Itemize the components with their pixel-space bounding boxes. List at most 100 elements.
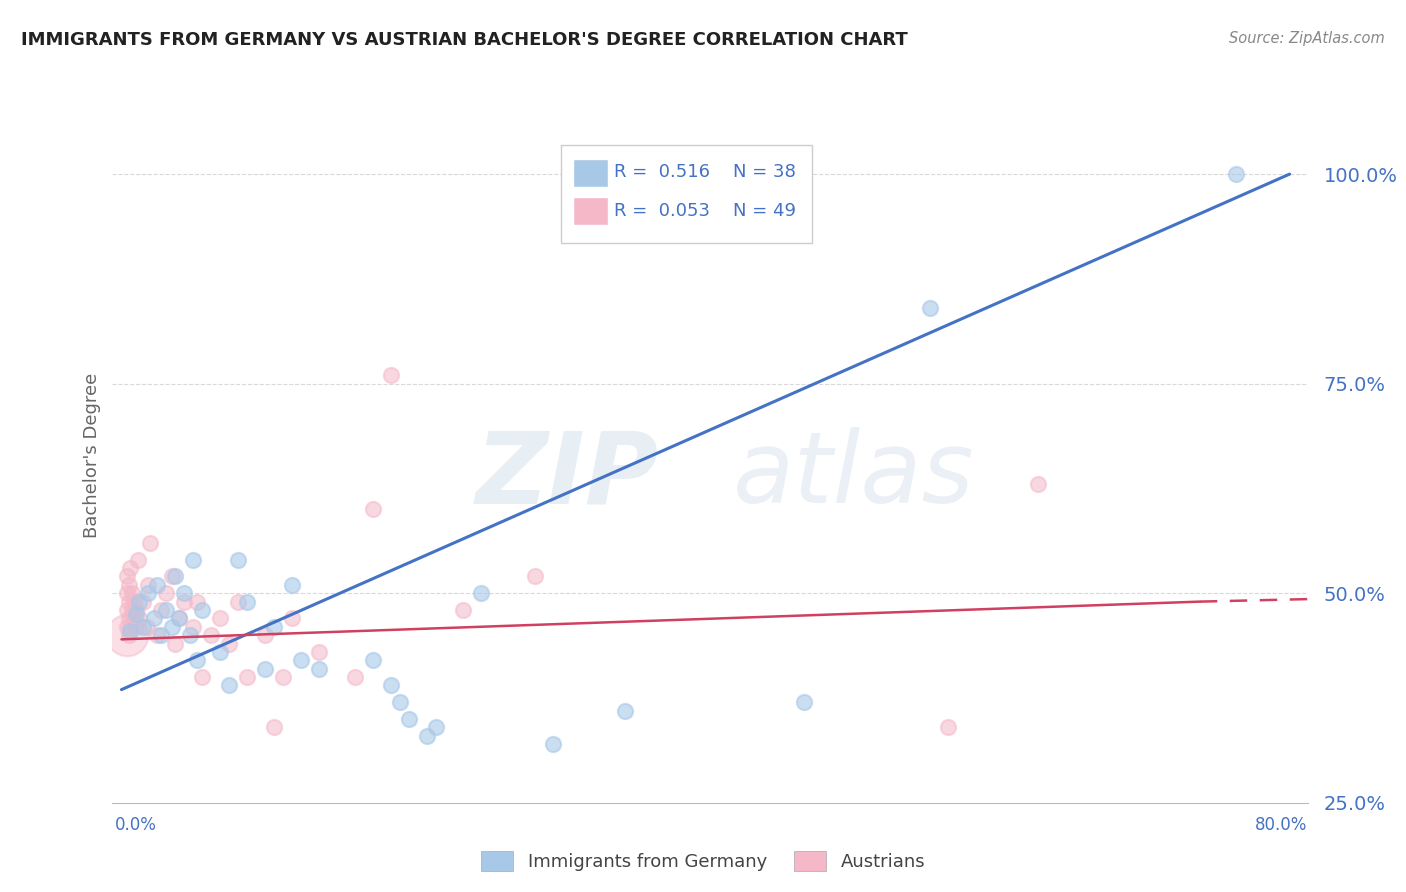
Text: 80.0%: 80.0% bbox=[1256, 816, 1308, 834]
Point bbox=[167, 611, 190, 625]
Point bbox=[118, 578, 141, 592]
Point bbox=[920, 301, 942, 316]
Text: ZIP: ZIP bbox=[475, 427, 658, 524]
Point bbox=[218, 678, 240, 692]
Point bbox=[125, 620, 148, 634]
Point bbox=[120, 561, 142, 575]
Point bbox=[179, 628, 201, 642]
Point bbox=[308, 662, 330, 676]
Point bbox=[155, 603, 177, 617]
Point bbox=[425, 720, 447, 734]
Point bbox=[470, 586, 492, 600]
Point bbox=[191, 670, 214, 684]
Point bbox=[165, 569, 187, 583]
Point bbox=[416, 729, 439, 743]
Point bbox=[191, 603, 214, 617]
Point bbox=[132, 620, 155, 634]
Point bbox=[281, 578, 304, 592]
Point bbox=[183, 552, 205, 566]
Point bbox=[1225, 167, 1247, 181]
Point bbox=[173, 594, 195, 608]
Text: Source: ZipAtlas.com: Source: ZipAtlas.com bbox=[1229, 31, 1385, 46]
Point bbox=[115, 620, 138, 634]
FancyBboxPatch shape bbox=[561, 145, 811, 243]
Point bbox=[146, 578, 169, 592]
Text: 0.0%: 0.0% bbox=[115, 816, 157, 834]
Point bbox=[118, 628, 141, 642]
Point bbox=[118, 611, 141, 625]
Point bbox=[155, 586, 177, 600]
Point bbox=[121, 586, 143, 600]
Point bbox=[344, 670, 367, 684]
Point bbox=[263, 620, 285, 634]
Point bbox=[165, 636, 187, 650]
Point bbox=[613, 704, 636, 718]
Point bbox=[380, 678, 402, 692]
Point bbox=[138, 578, 160, 592]
Bar bbox=[572, 197, 609, 226]
Point bbox=[209, 611, 232, 625]
Point bbox=[128, 594, 150, 608]
Point bbox=[523, 569, 546, 583]
Point bbox=[793, 695, 815, 709]
Point bbox=[160, 620, 183, 634]
Point bbox=[380, 368, 402, 383]
Point bbox=[186, 594, 208, 608]
Point bbox=[167, 611, 190, 625]
Point bbox=[186, 653, 208, 667]
Point bbox=[541, 737, 564, 751]
Point bbox=[183, 620, 205, 634]
Point bbox=[281, 611, 304, 625]
Point bbox=[173, 586, 195, 600]
Point bbox=[1026, 477, 1049, 491]
Text: R =  0.053    N = 49: R = 0.053 N = 49 bbox=[614, 202, 796, 220]
Point bbox=[218, 636, 240, 650]
Point bbox=[115, 603, 138, 617]
Text: IMMIGRANTS FROM GERMANY VS AUSTRIAN BACHELOR'S DEGREE CORRELATION CHART: IMMIGRANTS FROM GERMANY VS AUSTRIAN BACH… bbox=[21, 31, 908, 49]
Point bbox=[121, 603, 143, 617]
Point bbox=[115, 586, 138, 600]
Point bbox=[122, 611, 145, 625]
Point bbox=[139, 536, 162, 550]
Point bbox=[200, 628, 222, 642]
Legend: Immigrants from Germany, Austrians: Immigrants from Germany, Austrians bbox=[474, 844, 932, 879]
Point bbox=[398, 712, 420, 726]
Point bbox=[361, 502, 384, 516]
Point bbox=[142, 611, 165, 625]
Point bbox=[226, 552, 249, 566]
Point bbox=[138, 586, 160, 600]
Point bbox=[115, 628, 138, 642]
Point bbox=[120, 624, 142, 638]
Point bbox=[271, 670, 294, 684]
Point bbox=[209, 645, 232, 659]
Point bbox=[308, 645, 330, 659]
Point bbox=[127, 552, 149, 566]
Point bbox=[146, 628, 169, 642]
Point bbox=[135, 620, 157, 634]
Bar bbox=[572, 159, 609, 187]
Point bbox=[936, 720, 959, 734]
Point bbox=[361, 653, 384, 667]
Point bbox=[118, 594, 141, 608]
Point bbox=[236, 670, 259, 684]
Point bbox=[451, 603, 474, 617]
Text: R =  0.516    N = 38: R = 0.516 N = 38 bbox=[614, 163, 796, 181]
Point bbox=[263, 720, 285, 734]
Point bbox=[290, 653, 312, 667]
Point bbox=[254, 628, 277, 642]
Point bbox=[122, 594, 145, 608]
Point bbox=[160, 569, 183, 583]
Point bbox=[120, 620, 142, 634]
Point bbox=[115, 569, 138, 583]
Point bbox=[132, 594, 155, 608]
Point bbox=[150, 628, 173, 642]
Point bbox=[150, 603, 173, 617]
Y-axis label: Bachelor's Degree: Bachelor's Degree bbox=[83, 372, 101, 538]
Point bbox=[236, 594, 259, 608]
Text: atlas: atlas bbox=[733, 427, 974, 524]
Point bbox=[125, 607, 148, 622]
Point bbox=[226, 594, 249, 608]
Point bbox=[389, 695, 412, 709]
Point bbox=[125, 603, 148, 617]
Point bbox=[128, 611, 150, 625]
